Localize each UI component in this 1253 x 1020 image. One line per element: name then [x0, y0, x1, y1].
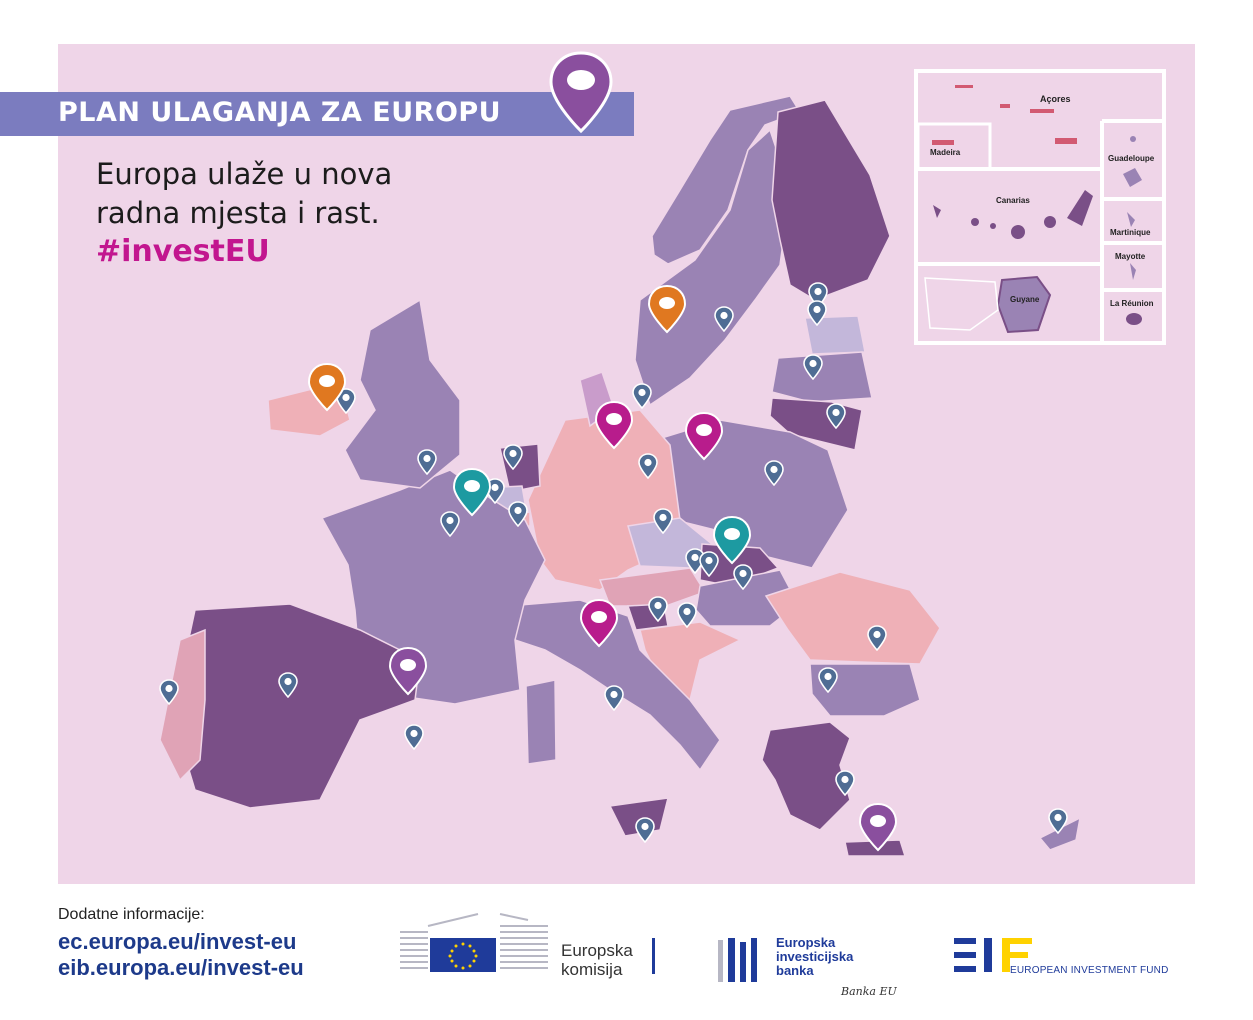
european-commission-logo	[400, 913, 548, 972]
countries	[159, 95, 1082, 857]
link-ec[interactable]: ec.europa.eu/invest-eu	[58, 929, 297, 954]
location-marker-icon[interactable]	[684, 411, 724, 461]
ec-name-line2: komisija	[561, 960, 623, 979]
inset-label-azores: Açores	[1040, 94, 1071, 104]
hashtag[interactable]: #investEU	[96, 234, 270, 269]
ec-name-line1: Europska	[561, 941, 633, 960]
country-sardinia	[525, 679, 557, 765]
country-romania	[764, 571, 941, 665]
location-pin-icon[interactable]	[604, 685, 624, 711]
country-uk	[344, 298, 461, 489]
location-marker-icon	[549, 51, 613, 134]
country-italy	[514, 599, 721, 772]
inset-label-guyane: Guyane	[1010, 295, 1040, 304]
inset-label-guadeloupe: Guadeloupe	[1108, 154, 1155, 163]
headline-line2: radna mjesta i rast.	[96, 196, 380, 230]
country-sweden	[634, 128, 791, 407]
location-marker-icon[interactable]	[712, 515, 752, 565]
headline: Europa ulaže u nova radna mjesta i rast.	[96, 155, 392, 233]
location-marker-icon[interactable]	[594, 400, 634, 450]
page-title: PLAN ULAGANJA ZA EUROPU	[58, 97, 502, 128]
location-marker-icon[interactable]	[647, 284, 687, 334]
title-banner	[0, 92, 634, 136]
location-marker-icon[interactable]	[858, 802, 898, 852]
ec-logo-text: Europska komisija	[561, 941, 633, 979]
highlight-pins	[307, 284, 898, 852]
inset-label-canarias: Canarias	[996, 196, 1030, 205]
location-marker-icon[interactable]	[452, 467, 492, 517]
location-marker-icon[interactable]	[579, 598, 619, 648]
eib-name-line3: banka	[776, 963, 814, 978]
eib-logo-mark	[718, 938, 757, 982]
country-cyprus	[1038, 816, 1082, 851]
eif-name: EUROPEAN INVESTMENT FUND	[1010, 965, 1169, 976]
country-latvia	[771, 351, 873, 403]
footer-label: Dodatne informacije:	[58, 906, 205, 923]
eib-name-line1: Europska	[776, 935, 836, 950]
inset-label-martinique: Martinique	[1110, 228, 1151, 237]
location-pin-icon[interactable]	[632, 383, 652, 409]
eib-signature: Banka EU	[841, 985, 897, 998]
ec-logo-divider	[652, 938, 655, 974]
eif-logo-mark	[954, 938, 1032, 972]
link-eib[interactable]: eib.europa.eu/invest-eu	[58, 955, 304, 980]
country-greece	[761, 721, 851, 831]
country-finland	[771, 99, 891, 301]
country-portugal	[159, 628, 206, 782]
location-marker-icon[interactable]	[388, 646, 428, 696]
inset-label-madeira: Madeira	[930, 148, 961, 157]
country-estonia	[804, 315, 866, 355]
outermost-regions-inset	[914, 69, 1166, 345]
inset-label-reunion: La Réunion	[1110, 299, 1154, 308]
location-marker-icon[interactable]	[307, 362, 347, 412]
location-pin-icon[interactable]	[635, 817, 655, 843]
location-pin-icon[interactable]	[404, 724, 424, 750]
eib-logo-text: Europska investicijska banka	[776, 936, 853, 978]
country-norway	[651, 95, 802, 265]
eib-name-line2: investicijska	[776, 949, 854, 964]
inset-label-mayotte: Mayotte	[1115, 252, 1146, 261]
headline-line1: Europa ulaže u nova	[96, 157, 393, 191]
